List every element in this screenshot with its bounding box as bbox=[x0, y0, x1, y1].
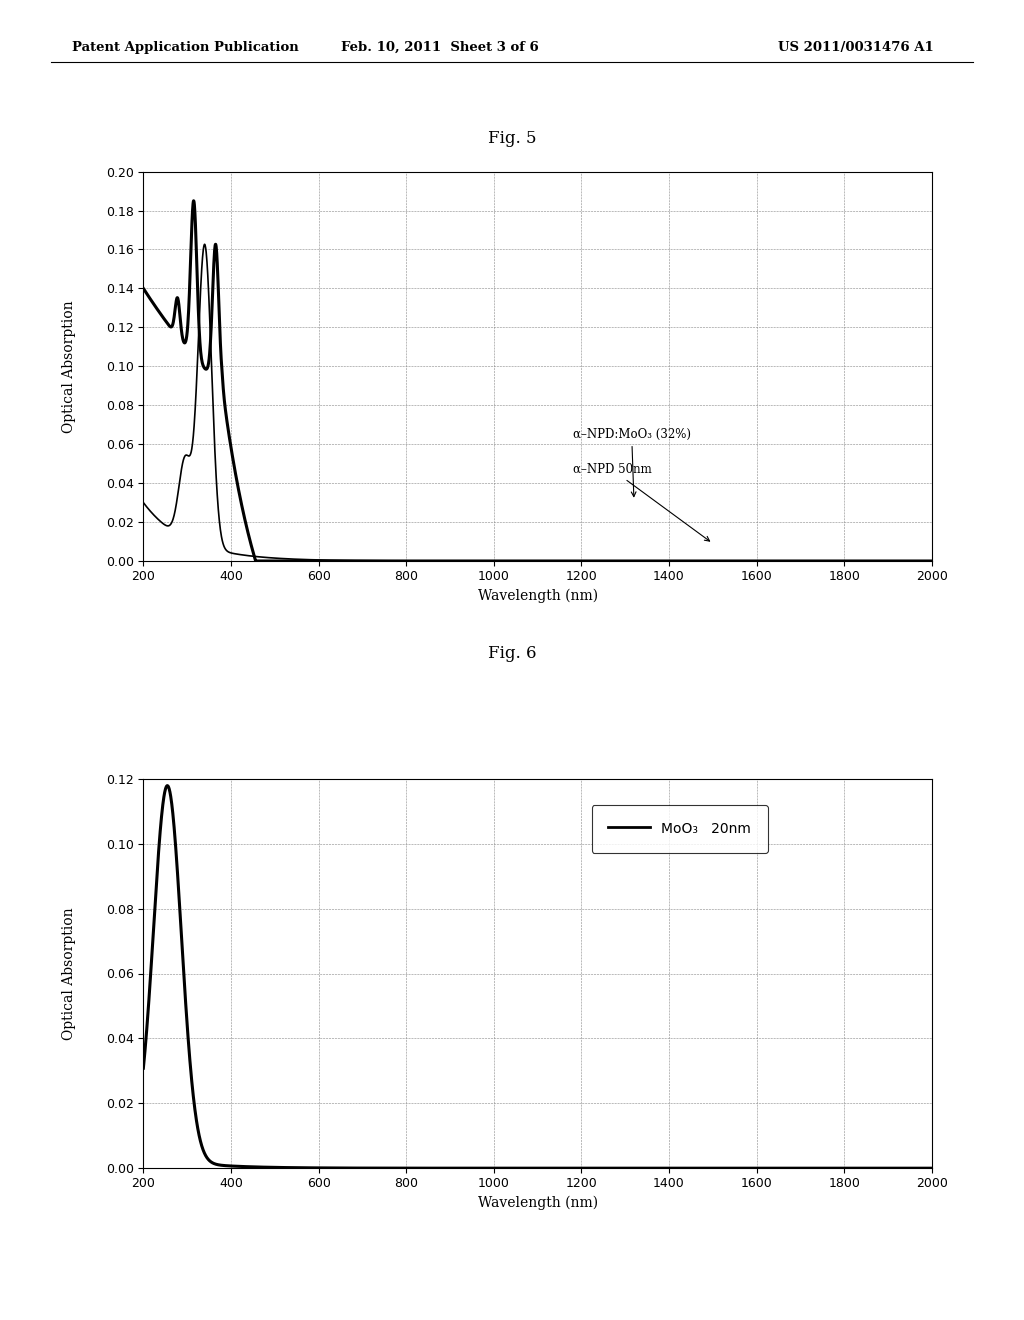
Legend: MoO₃   20nm: MoO₃ 20nm bbox=[592, 805, 768, 853]
X-axis label: Wavelength (nm): Wavelength (nm) bbox=[477, 589, 598, 603]
Text: Patent Application Publication: Patent Application Publication bbox=[72, 41, 298, 54]
Y-axis label: Optical Absorption: Optical Absorption bbox=[62, 300, 77, 433]
Y-axis label: Optical Absorption: Optical Absorption bbox=[62, 907, 77, 1040]
Text: Fig. 6: Fig. 6 bbox=[487, 645, 537, 661]
Text: Feb. 10, 2011  Sheet 3 of 6: Feb. 10, 2011 Sheet 3 of 6 bbox=[341, 41, 540, 54]
Text: Fig. 5: Fig. 5 bbox=[487, 131, 537, 147]
X-axis label: Wavelength (nm): Wavelength (nm) bbox=[477, 1196, 598, 1210]
Text: US 2011/0031476 A1: US 2011/0031476 A1 bbox=[778, 41, 934, 54]
Text: α–NPD 50nm: α–NPD 50nm bbox=[572, 463, 710, 541]
Text: α–NPD:MoO₃ (32%): α–NPD:MoO₃ (32%) bbox=[572, 428, 690, 496]
